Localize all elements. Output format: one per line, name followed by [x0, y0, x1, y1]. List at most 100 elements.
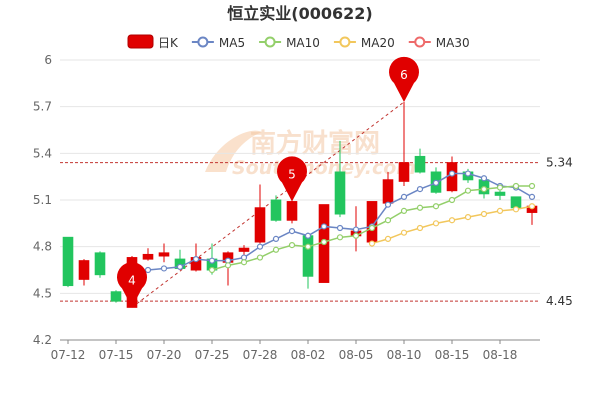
candle[interactable]: [302, 232, 314, 289]
candle-body: [286, 201, 298, 221]
reference-label: 4.45: [546, 294, 573, 308]
ma-point: [496, 207, 504, 214]
candle-body: [270, 199, 282, 221]
legend-item-ma5[interactable]: MA5: [191, 36, 245, 50]
candle[interactable]: [270, 195, 282, 222]
x-tick-label: 08-02: [291, 348, 326, 362]
legend-label: MA20: [361, 36, 395, 50]
chart-legend[interactable]: 日K MA5 MA10 MA20 MA30: [127, 34, 470, 50]
marker-pin-6[interactable]: 6: [389, 56, 420, 102]
candle-body: [510, 196, 522, 209]
y-tick-label: 5.4: [33, 146, 52, 160]
y-tick-label: 5.1: [33, 193, 52, 207]
ma-point: [336, 224, 344, 232]
candle[interactable]: [94, 251, 106, 278]
ma-point: [528, 193, 536, 200]
ma-point: [352, 232, 360, 239]
candle[interactable]: [110, 290, 122, 303]
ma-point: [368, 224, 376, 232]
ma-point: [512, 182, 520, 190]
y-tick-label: 4.2: [33, 333, 52, 347]
reference-lines: 5.34 4.45: [60, 156, 573, 308]
ma-point: [256, 254, 264, 261]
candle-body: [78, 260, 90, 280]
x-tick-label: 07-15: [99, 348, 134, 362]
y-tick-label: 4.8: [33, 240, 52, 254]
ma-point: [448, 196, 456, 204]
y-axis: 4.2 4.5 4.8 5.1 5.4 5.7 6: [33, 53, 52, 347]
ma-point: [448, 170, 456, 177]
ma-point: [384, 235, 392, 242]
candle-body: [254, 207, 266, 243]
ma-series-ma20: [368, 203, 536, 247]
x-tick-label: 07-12: [51, 348, 86, 362]
candle[interactable]: [78, 259, 90, 286]
ma-point: [224, 262, 232, 269]
ma-point: [416, 186, 424, 193]
ma-series-ma5: [128, 170, 536, 280]
candle-body: [94, 252, 106, 276]
candle[interactable]: [398, 102, 410, 186]
y-tick-label: 6: [44, 53, 52, 67]
candle[interactable]: [334, 140, 346, 218]
marker-pin-shape: [117, 262, 148, 308]
legend-item-ma30[interactable]: MA30: [408, 36, 470, 50]
candle-body: [494, 191, 506, 196]
x-tick-label: 07-28: [243, 348, 278, 362]
ma-point: [448, 217, 456, 224]
legend-item-ma10[interactable]: MA10: [259, 36, 320, 50]
legend-item-ma20[interactable]: MA20: [333, 36, 395, 50]
candle[interactable]: [254, 184, 266, 244]
watermark-logo-icon: [205, 130, 262, 172]
ma-point: [416, 224, 424, 232]
markers[interactable]: 4 5 6: [117, 56, 420, 308]
candle-body: [158, 252, 170, 257]
ma-point: [352, 226, 360, 233]
ma-point: [272, 235, 280, 242]
candle[interactable]: [158, 243, 170, 263]
trend-line: [131, 101, 405, 308]
x-tick-label: 08-18: [483, 348, 518, 362]
ma-point: [160, 265, 168, 272]
legend-item-日k[interactable]: 日K: [127, 34, 179, 50]
ma-point: [192, 256, 200, 263]
candle[interactable]: [414, 148, 426, 174]
candle-body: [110, 291, 122, 302]
marker-label: 6: [400, 68, 408, 82]
watermark-text: 南方财富网: [250, 128, 380, 159]
candle[interactable]: [238, 245, 250, 256]
candle[interactable]: [494, 190, 506, 200]
ma-point: [400, 193, 408, 200]
marker-pin-5[interactable]: 5: [277, 156, 307, 202]
marker-pin-shape: [277, 156, 307, 202]
ma-point: [480, 210, 488, 218]
ma-point: [384, 201, 392, 208]
ma-point: [464, 187, 472, 194]
candle[interactable]: [222, 251, 234, 286]
candle-body: [446, 162, 458, 192]
candle-body: [414, 155, 426, 173]
ma-point: [480, 175, 488, 182]
marker-pin-4[interactable]: 4: [117, 262, 148, 308]
candle[interactable]: [62, 236, 74, 288]
ma-point: [368, 240, 376, 247]
candle[interactable]: [142, 248, 154, 261]
legend-marker-icon: [197, 36, 209, 48]
x-tick-label: 07-25: [195, 348, 230, 362]
ma-point: [320, 223, 328, 230]
marker-label: 4: [128, 273, 136, 287]
ma-point: [304, 243, 312, 250]
ma-point: [336, 234, 344, 241]
legend-label: 日K: [158, 36, 179, 50]
ma-point: [304, 232, 312, 239]
candle-body: [334, 171, 346, 215]
candle[interactable]: [286, 200, 298, 224]
ma-point: [400, 207, 408, 214]
x-tick-label: 07-20: [147, 348, 182, 362]
ma-point: [432, 220, 440, 227]
candle-body: [62, 236, 74, 287]
ma-point: [288, 228, 296, 235]
legend-label: MA10: [286, 36, 320, 50]
ma-point: [496, 184, 504, 191]
